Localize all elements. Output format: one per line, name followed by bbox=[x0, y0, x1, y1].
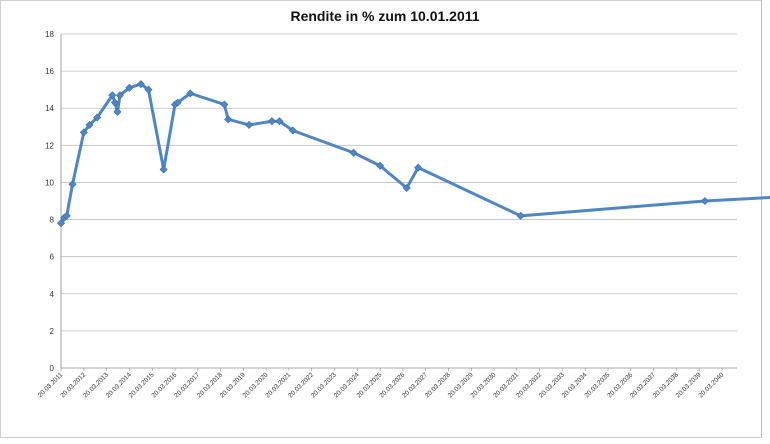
x-tick-label: 20.03.2040 bbox=[697, 371, 725, 399]
y-tick-label: 4 bbox=[50, 290, 55, 299]
data-point-marker bbox=[108, 91, 117, 100]
y-tick-label: 10 bbox=[45, 178, 54, 187]
grid-lines bbox=[60, 33, 737, 369]
data-point-marker bbox=[402, 183, 411, 193]
data-point-marker bbox=[700, 196, 709, 206]
data-point-marker bbox=[516, 211, 525, 220]
data-point-marker bbox=[275, 117, 284, 126]
data-point-marker bbox=[186, 89, 195, 98]
data-point-marker bbox=[93, 113, 102, 122]
data-point-marker bbox=[414, 163, 423, 172]
data-point-marker bbox=[220, 100, 229, 109]
data-point-marker bbox=[56, 219, 66, 228]
data-point-marker bbox=[173, 98, 182, 107]
y-tick-label: 14 bbox=[45, 104, 54, 113]
data-point-marker bbox=[144, 85, 153, 94]
data-point-marker bbox=[376, 161, 385, 170]
data-point-marker bbox=[113, 107, 122, 116]
data-point-marker bbox=[288, 126, 297, 135]
data-point-marker bbox=[110, 98, 120, 107]
y-tick-label: 18 bbox=[45, 30, 54, 39]
y-tick-label: 6 bbox=[50, 253, 55, 262]
y-tick-label: 2 bbox=[50, 327, 55, 336]
y-axis-ticks: 0 2 4 6 8 10 12 14 16 18 bbox=[45, 30, 54, 373]
data-point-marker bbox=[62, 211, 71, 220]
y-tick-label: 12 bbox=[45, 141, 54, 150]
data-point-marker bbox=[79, 128, 88, 137]
data-point-marker bbox=[125, 83, 134, 92]
series-line bbox=[59, 82, 770, 225]
data-point-marker bbox=[115, 91, 124, 100]
data-point-marker bbox=[68, 180, 77, 189]
chart-frame bbox=[0, 0, 762, 438]
data-point-marker bbox=[224, 115, 233, 124]
series-layer bbox=[56, 80, 770, 228]
data-point-marker bbox=[159, 165, 168, 174]
chart-title: Rendite in % zum 10.01.2011 bbox=[290, 8, 480, 24]
data-point-marker bbox=[85, 120, 94, 129]
y-tick-label: 0 bbox=[50, 364, 55, 373]
y-tick-label: 8 bbox=[50, 216, 55, 225]
data-point-marker bbox=[349, 148, 358, 157]
data-point-marker bbox=[136, 80, 145, 89]
x-axis-ticks: 20.03.201120.03.201220.03.201320.03.2014… bbox=[37, 368, 726, 399]
data-point-marker bbox=[245, 120, 254, 129]
data-point-marker bbox=[267, 117, 276, 126]
y-tick-label: 16 bbox=[45, 67, 54, 76]
